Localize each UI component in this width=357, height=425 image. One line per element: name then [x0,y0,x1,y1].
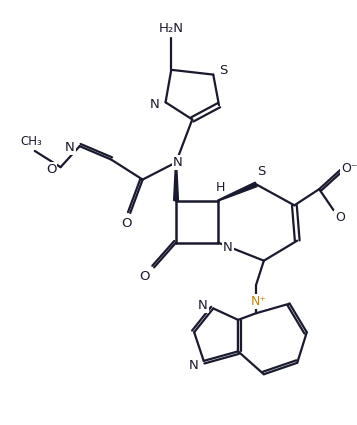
Text: N: N [223,241,232,254]
Text: N: N [188,359,198,372]
Text: N: N [173,156,183,169]
Text: N⁺: N⁺ [251,295,267,308]
Text: S: S [220,64,228,77]
Polygon shape [218,182,257,201]
Text: N: N [150,98,160,110]
Text: O: O [139,270,150,283]
Text: N: N [65,141,75,153]
Text: CH₃: CH₃ [20,135,42,148]
Text: O: O [335,211,345,224]
Text: H₂N: H₂N [159,22,184,35]
Text: N: N [198,299,208,312]
Text: H: H [216,181,226,194]
Text: O⁻: O⁻ [342,162,357,175]
Text: O: O [46,163,56,176]
Text: O: O [121,217,132,230]
Polygon shape [174,162,178,201]
Text: S: S [257,165,265,178]
